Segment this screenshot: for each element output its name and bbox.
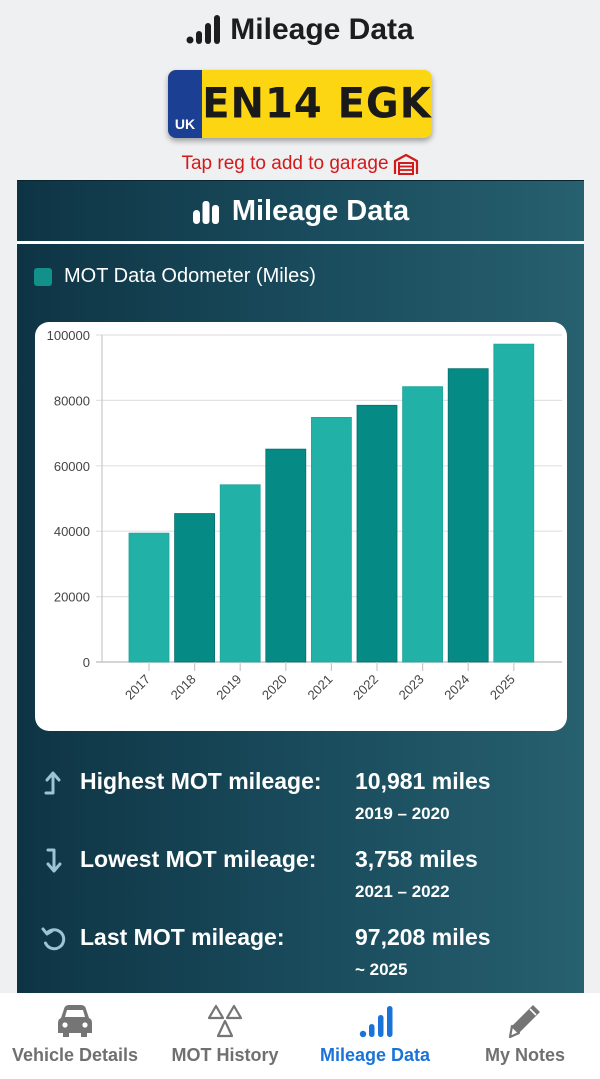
history-icon [41,927,66,951]
bar-2022 [356,404,398,663]
plate-registration: EN14 EGK [202,79,432,129]
stat-last: Last MOT mileage: 97,208 miles ~ 2025 [17,920,584,990]
plate-country-band: UK [168,70,202,138]
legend-swatch [34,267,52,286]
x-tick-label: 2022 [350,672,381,703]
mileage-card: Mileage Data MOT Data Odometer (Miles) 0… [17,180,584,993]
add-to-garage-text: Tap reg to add to garage [181,153,389,174]
card-divider [17,241,584,244]
stat-period: ~ 2025 [355,960,408,979]
x-tick-label: 2021 [304,672,335,703]
mileage-chart: 0 20000 40000 60000 80000 100000 2017 2018 2019 2… [35,322,567,731]
chart-svg: 0 20000 40000 60000 80000 100000 2017 2018 2019 2… [47,328,562,703]
page-title: Mileage Data [230,13,414,46]
y-tick-label: 80000 [54,393,90,408]
bar-2020 [265,448,307,663]
x-tick-label: 2020 [259,672,290,703]
bar-2019 [219,484,261,663]
bar-2021 [310,417,352,663]
trend-down-arrow-icon [46,848,62,873]
card-title: Mileage Data [231,194,410,227]
y-tick-label: 0 [83,655,90,670]
nav-my-notes[interactable]: My Notes [450,993,600,1079]
stat-value: 3,758 miles [355,846,478,872]
stat-lowest: Lowest MOT mileage: 3,758 miles 2021 – 2… [17,842,584,912]
trend-up-arrow-icon [44,771,61,795]
stat-label: Lowest MOT mileage: [80,846,317,872]
nav-mileage-data[interactable]: Mileage Data [300,993,450,1079]
bottom-navigation: Vehicle Details MOT History Mileage Data… [0,993,600,1079]
bar-2025 [493,343,535,663]
bar-2017 [128,532,170,663]
bar-2018 [174,513,216,663]
x-tick-label: 2025 [487,672,518,703]
signal-bars-icon [359,1006,393,1038]
stat-period: 2021 – 2022 [355,882,450,901]
stat-label: Highest MOT mileage: [80,768,322,794]
nav-vehicle-details[interactable]: Vehicle Details [0,993,150,1079]
car-icon [58,1005,92,1037]
y-tick-label: 40000 [54,524,90,539]
bar-2023 [402,386,444,663]
plate-country: UK [174,116,196,132]
nav-label: MOT History [171,1045,279,1065]
stat-highest: Highest MOT mileage: 10,981 miles 2019 –… [17,764,584,834]
legend-label: MOT Data Odometer (Miles) [64,265,316,287]
page-header: Mileage Data [0,8,600,52]
x-tick-label: 2017 [122,672,153,703]
x-tick-label: 2024 [441,672,472,703]
y-tick-label: 20000 [54,590,90,605]
nav-label: Vehicle Details [11,1045,139,1065]
stat-label: Last MOT mileage: [80,924,285,950]
x-tick-label: 2018 [168,672,199,703]
nav-label: My Notes [484,1045,565,1065]
garage-icon [393,153,418,175]
nav-label: Mileage Data [319,1045,431,1065]
chart-legend[interactable]: MOT Data Odometer (Miles) [34,265,316,288]
y-tick-label: 60000 [54,459,90,474]
registration-plate[interactable]: UK EN14 EGK [168,70,432,138]
x-tick-label: 2019 [213,672,244,703]
mot-triangles-icon [207,1004,243,1038]
signal-bars-icon [186,15,221,44]
bar-2024 [447,368,489,663]
stat-value: 10,981 miles [355,768,491,794]
x-tick-label: 2023 [396,672,427,703]
bar-chart-icon [192,201,219,224]
nav-mot-history[interactable]: MOT History [150,993,300,1079]
stat-value: 97,208 miles [355,924,491,950]
pencil-icon [508,1005,540,1039]
y-tick-label: 100000 [47,328,90,343]
card-header: Mileage Data [17,181,584,241]
add-to-garage-link[interactable]: Tap reg to add to garage [0,153,600,175]
stat-period: 2019 – 2020 [355,804,450,823]
